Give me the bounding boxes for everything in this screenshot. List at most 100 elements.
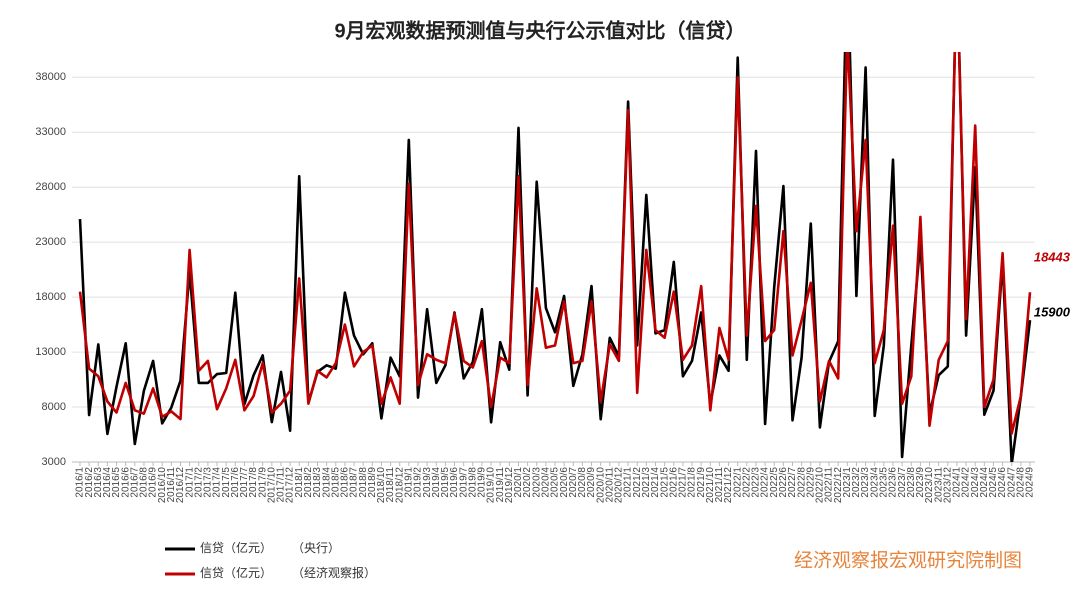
x-tick-label: 2019/10 xyxy=(486,467,497,504)
x-tick-label: 2021/8 xyxy=(687,467,698,498)
x-tick-label: 2018/10 xyxy=(376,467,387,504)
x-tick-label: 2020/10 xyxy=(595,467,606,504)
x-tick-label: 2021/10 xyxy=(705,467,716,504)
y-tick-label: 23000 xyxy=(35,236,66,248)
x-tick-label: 2022/5 xyxy=(769,467,780,498)
y-tick-label: 3000 xyxy=(42,456,66,468)
x-tick-label: 2024/2 xyxy=(961,467,972,498)
x-tick-label: 2019/9 xyxy=(477,467,488,498)
x-tick-label: 2018/3 xyxy=(312,467,323,498)
x-tick-label: 2019/1 xyxy=(403,467,414,498)
x-tick-label: 2022/4 xyxy=(760,467,771,498)
x-tick-label: 2019/5 xyxy=(440,467,451,498)
x-tick-label: 2021/4 xyxy=(650,467,661,498)
x-tick-label: 2016/2 xyxy=(84,467,95,498)
y-tick-label: 38000 xyxy=(35,71,66,83)
y-tick-label: 28000 xyxy=(35,181,66,193)
x-tick-label: 2020/12 xyxy=(614,467,625,504)
x-tick-label: 2017/7 xyxy=(239,467,250,498)
legend-label: 信贷（亿元） （央行） xyxy=(200,540,340,555)
x-tick-label: 2021/11 xyxy=(714,467,725,503)
x-tick-label: 2022/11 xyxy=(824,467,835,503)
x-tick-label: 2019/12 xyxy=(504,467,515,504)
x-tick-label: 2017/1 xyxy=(184,467,195,498)
x-tick-label: 2017/8 xyxy=(248,467,259,498)
x-tick-label: 2018/11 xyxy=(385,467,396,503)
x-tick-label: 2024/4 xyxy=(979,467,990,498)
x-tick-label: 2020/3 xyxy=(531,467,542,498)
y-tick-label: 33000 xyxy=(35,126,66,138)
x-tick-label: 2023/4 xyxy=(869,467,880,498)
x-tick-label: 2016/8 xyxy=(139,467,150,498)
x-tick-label: 2018/8 xyxy=(358,467,369,498)
x-tick-label: 2018/9 xyxy=(367,467,378,498)
x-tick-label: 2017/5 xyxy=(221,467,232,498)
x-tick-label: 2020/5 xyxy=(550,467,561,498)
x-tick-label: 2022/6 xyxy=(778,467,789,498)
y-tick-label: 18000 xyxy=(35,291,66,303)
data-label: 15900 xyxy=(1034,304,1071,319)
x-tick-label: 2020/2 xyxy=(522,467,533,498)
x-tick-label: 2016/4 xyxy=(102,467,113,498)
x-tick-label: 2021/5 xyxy=(659,467,670,498)
x-tick-label: 2016/12 xyxy=(175,467,186,504)
x-tick-label: 2019/4 xyxy=(431,467,442,498)
x-tick-label: 2023/2 xyxy=(851,467,862,498)
x-tick-label: 2024/8 xyxy=(1016,467,1027,498)
x-tick-label: 2016/7 xyxy=(129,467,140,498)
x-tick-label: 2022/10 xyxy=(815,467,826,504)
x-tick-label: 2017/3 xyxy=(203,467,214,498)
plot-area xyxy=(78,52,1032,462)
x-tick-label: 2022/8 xyxy=(796,467,807,498)
x-tick-label: 2024/3 xyxy=(970,467,981,498)
source-note: 经济观察报宏观研究院制图 xyxy=(794,549,1022,571)
x-tick-label: 2023/1 xyxy=(842,467,853,498)
x-tick-label: 2022/1 xyxy=(732,467,743,498)
x-tick-label: 2023/5 xyxy=(878,467,889,498)
x-tick-label: 2019/6 xyxy=(449,467,460,498)
chart-title: 9月宏观数据预测值与央行公示值对比（信贷） xyxy=(334,18,745,42)
x-tick-label: 2019/8 xyxy=(467,467,478,498)
x-tick-label: 2021/3 xyxy=(641,467,652,498)
x-tick-label: 2018/12 xyxy=(394,467,405,504)
x-tick-label: 2024/1 xyxy=(952,467,963,498)
x-tick-label: 2024/5 xyxy=(988,467,999,498)
x-tick-label: 2020/9 xyxy=(586,467,597,498)
x-tick-label: 2020/1 xyxy=(513,467,524,498)
x-tick-label: 2022/3 xyxy=(751,467,762,498)
x-tick-label: 2018/6 xyxy=(340,467,351,498)
x-tick-label: 2018/4 xyxy=(321,467,332,498)
x-tick-label: 2019/11 xyxy=(495,467,506,503)
x-tick-label: 2024/6 xyxy=(997,467,1008,498)
x-tick-label: 2016/10 xyxy=(157,467,168,504)
x-tick-label: 2022/2 xyxy=(741,467,752,498)
x-tick-label: 2017/10 xyxy=(266,467,277,504)
x-tick-label: 2021/2 xyxy=(632,467,643,498)
x-tick-label: 2017/4 xyxy=(212,467,223,498)
x-tick-label: 2021/12 xyxy=(723,467,734,504)
x-tick-label: 2016/5 xyxy=(111,467,122,498)
x-tick-label: 2017/6 xyxy=(230,467,241,498)
x-tick-label: 2020/6 xyxy=(559,467,570,498)
x-tick-label: 2021/9 xyxy=(696,467,707,498)
x-tick-label: 2018/2 xyxy=(303,467,314,498)
x-tick-label: 2019/2 xyxy=(413,467,424,498)
x-tick-label: 2017/2 xyxy=(193,467,204,498)
x-tick-label: 2018/5 xyxy=(330,467,341,498)
x-tick-label: 2018/1 xyxy=(294,467,305,498)
x-tick-label: 2022/7 xyxy=(787,467,798,498)
x-tick-label: 2020/4 xyxy=(541,467,552,498)
x-tick-label: 2017/11 xyxy=(276,467,287,503)
x-tick-label: 2023/3 xyxy=(860,467,871,498)
x-tick-label: 2019/7 xyxy=(458,467,469,498)
x-tick-label: 2019/3 xyxy=(422,467,433,498)
x-tick-label: 2020/11 xyxy=(604,467,615,503)
x-tick-label: 2018/7 xyxy=(349,467,360,498)
x-tick-label: 2023/6 xyxy=(888,467,899,498)
x-tick-label: 2023/11 xyxy=(933,467,944,503)
x-tick-label: 2023/7 xyxy=(897,467,908,498)
x-tick-label: 2023/8 xyxy=(906,467,917,498)
x-tick-label: 2023/9 xyxy=(915,467,926,498)
x-tick-label: 2022/12 xyxy=(833,467,844,504)
